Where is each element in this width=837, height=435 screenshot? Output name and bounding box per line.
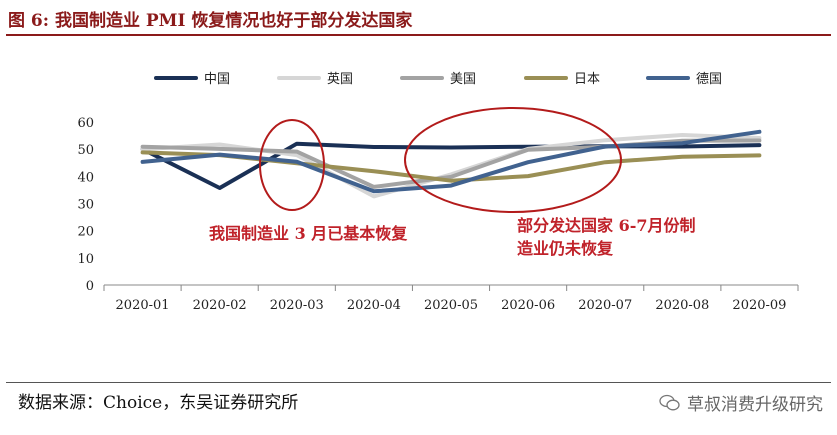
annotation-ellipse-developed: [404, 107, 622, 213]
chart-axes: 0 10 20 30 40 50 60 2020-01 2020-02 2020-03 2020-0…: [77, 116, 799, 313]
x-tick-label: 2020-02: [193, 298, 247, 313]
y-tick-label: 40: [77, 170, 94, 185]
chart-annotations: 我国制造业 3 月已基本恢复 部分发达国家 6-7月份制 造业仍未恢复: [209, 107, 695, 258]
legend-label: 美国: [450, 72, 476, 87]
legend-label: 德国: [696, 72, 722, 87]
chart-legend: 中国 英国 美国 日本 德国: [154, 72, 722, 87]
x-tick-label: 2020-01: [116, 298, 170, 313]
annotation-ellipse-china: [259, 119, 325, 211]
chart-series-lines: [140, 129, 762, 199]
y-tick-label: 20: [77, 225, 94, 240]
y-tick-label: 50: [77, 143, 94, 158]
x-tick-label: 2020-09: [732, 298, 786, 313]
series-line: [140, 129, 762, 194]
y-tick-label: 30: [77, 198, 94, 213]
annotation-china-recovered: 我国制造业 3 月已基本恢复: [209, 224, 408, 243]
x-tick-label: 2020-07: [578, 298, 632, 313]
legend-label: 英国: [327, 72, 353, 87]
legend-label: 中国: [204, 72, 230, 87]
x-tick-label: 2020-06: [501, 298, 555, 313]
annotation-developed-line1: 部分发达国家 6-7月份制: [517, 216, 695, 235]
figure-title: 图 6: 我国制造业 PMI 恢复情况也好于部分发达国家: [8, 11, 413, 31]
annotation-developed-line2: 造业仍未恢复: [517, 239, 614, 258]
source-divider: [6, 382, 831, 383]
legend-label: 日本: [574, 72, 600, 87]
x-tick-label: 2020-05: [424, 298, 478, 313]
watermark: 草叔消费升级研究: [659, 390, 823, 415]
pmi-line-chart: 中国 英国 美国 日本 德国 0 10 20 30 40 50 60 2020-01 2020-02 20…: [77, 72, 799, 313]
series-line: [140, 141, 762, 190]
data-source-note: 数据来源：Choice，东吴证券研究所: [18, 393, 299, 413]
x-tick-label: 2020-04: [347, 298, 401, 313]
wechat-icon: [659, 394, 680, 410]
x-tick-label: 2020-03: [270, 298, 324, 313]
x-tick-label: 2020-08: [655, 298, 709, 313]
watermark-text: 草叔消费升级研究: [687, 395, 823, 415]
y-tick-label: 10: [77, 252, 94, 267]
y-tick-label: 0: [86, 279, 94, 294]
title-divider: [6, 34, 831, 36]
y-tick-label: 60: [77, 116, 94, 131]
